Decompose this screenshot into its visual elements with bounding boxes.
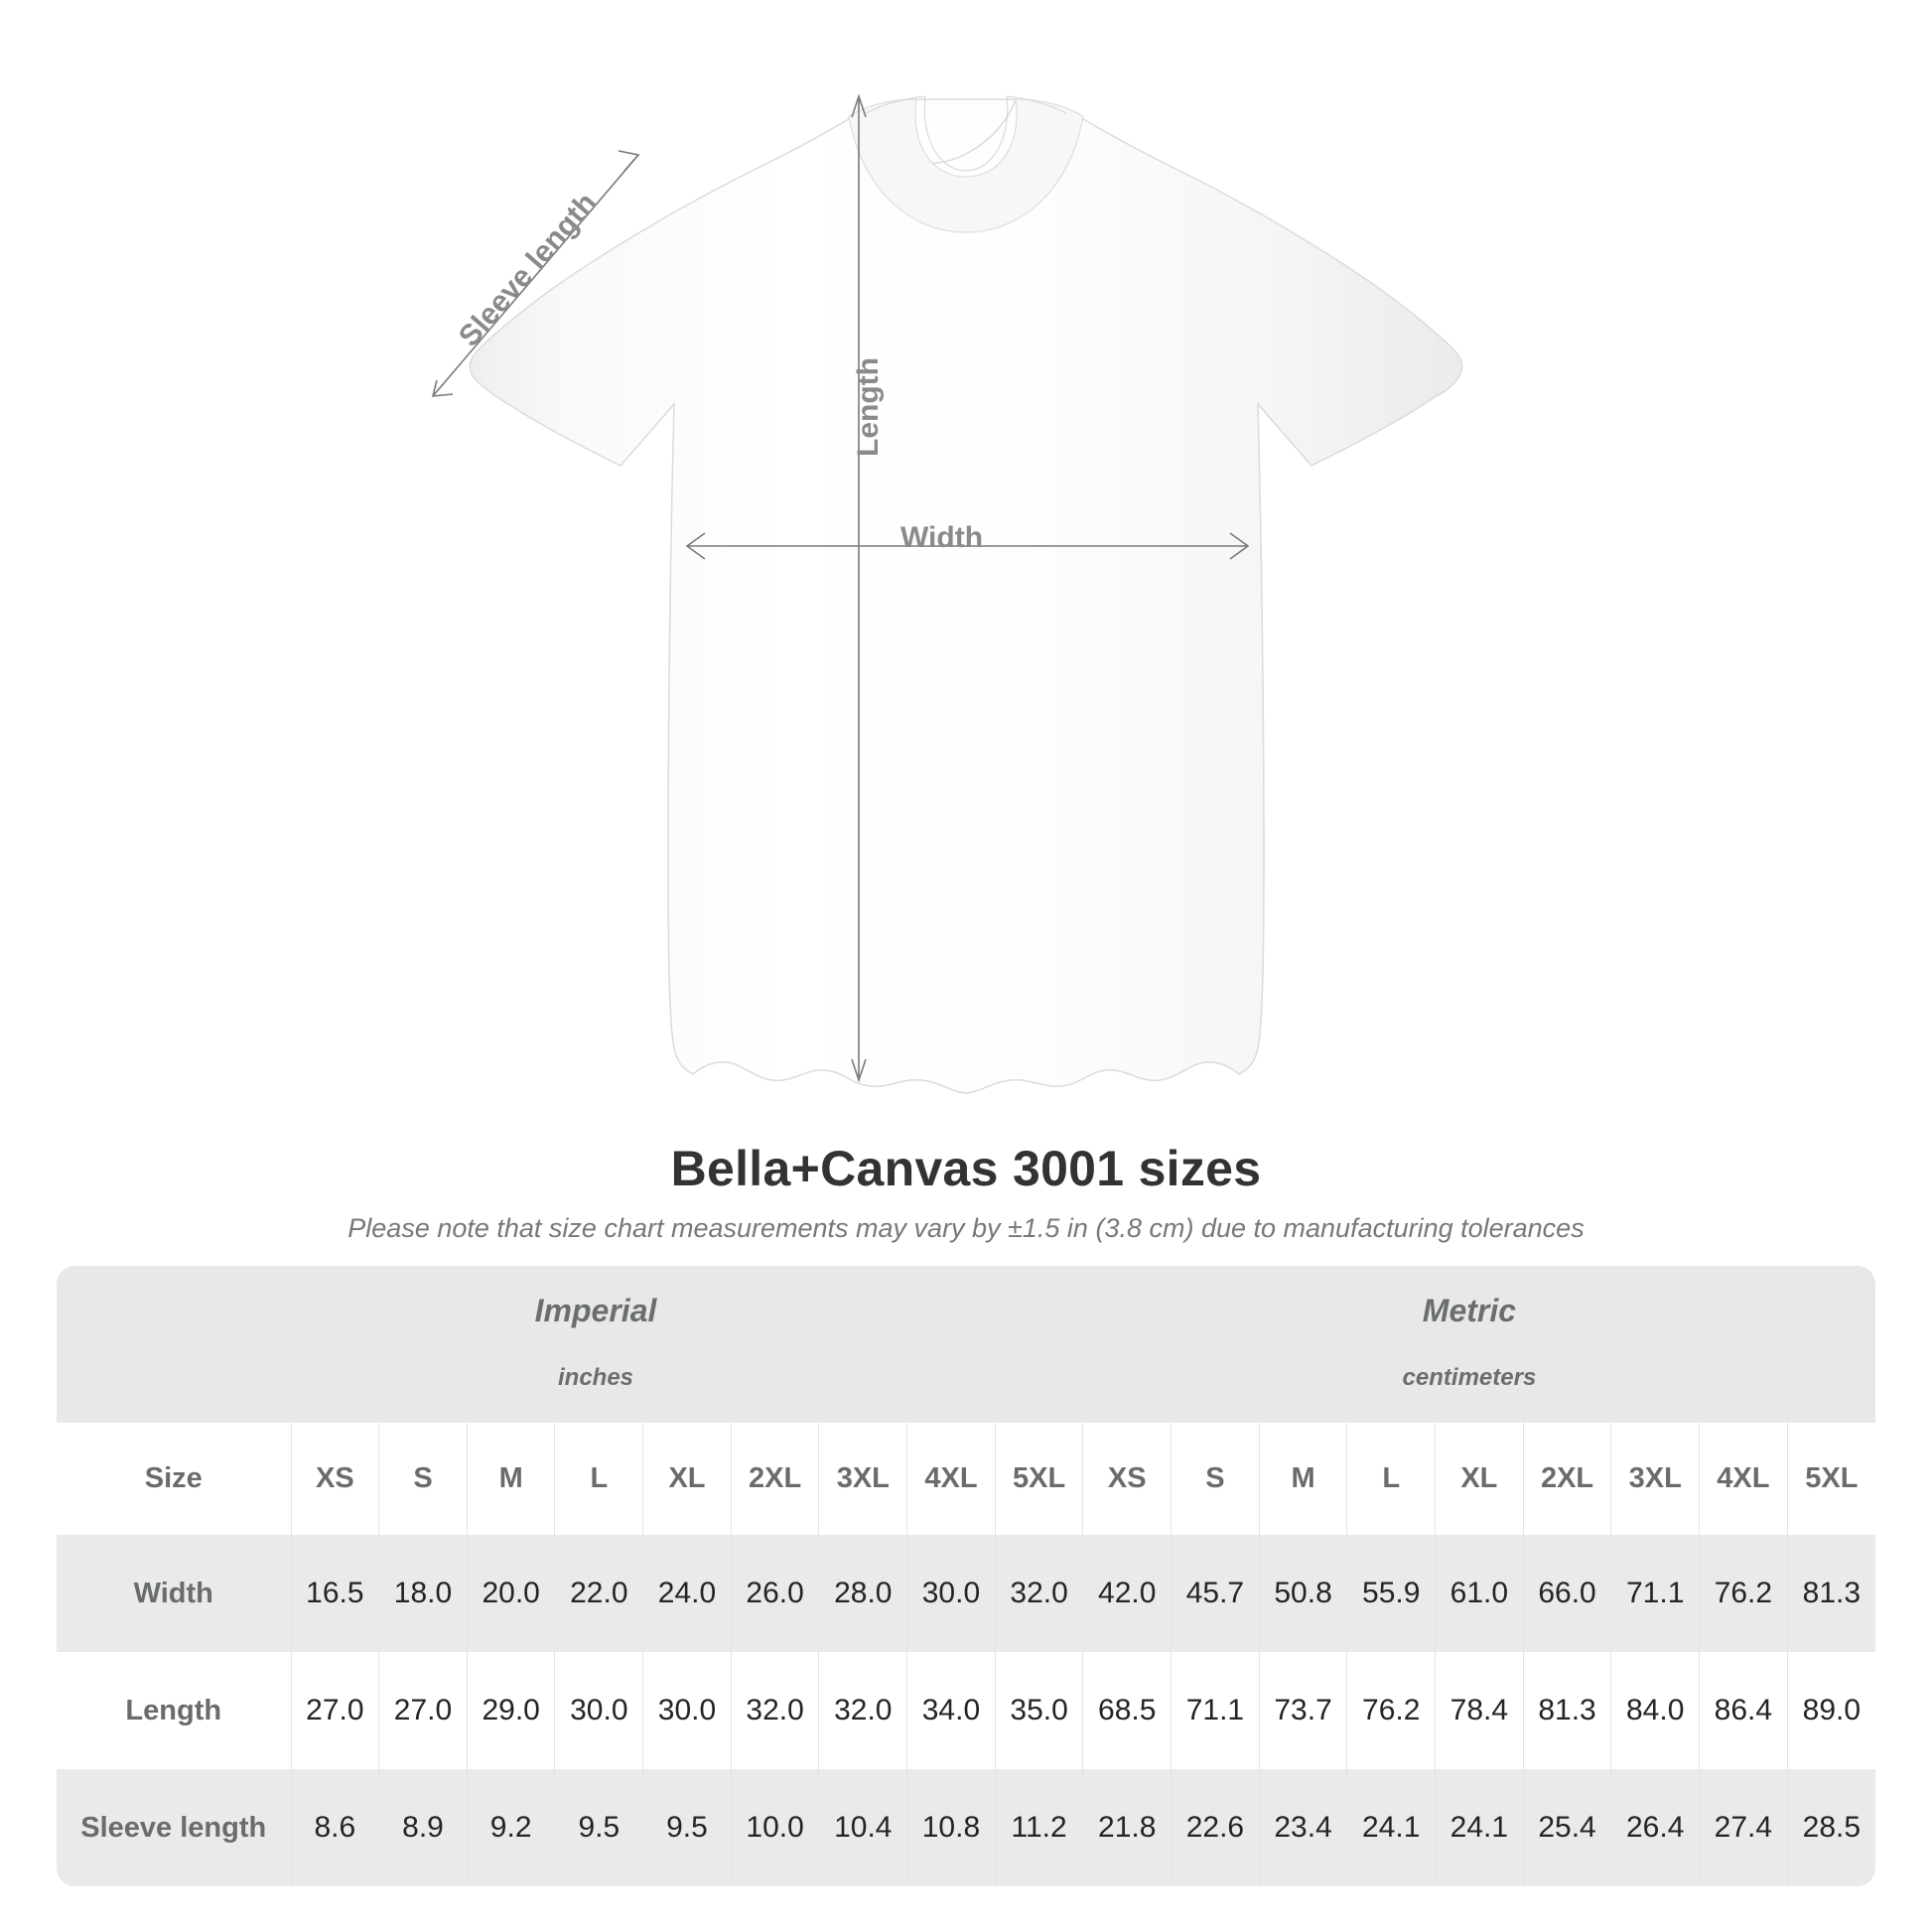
svg-text:Width: Width [900,521,983,554]
svg-text:Length: Length [852,357,885,457]
